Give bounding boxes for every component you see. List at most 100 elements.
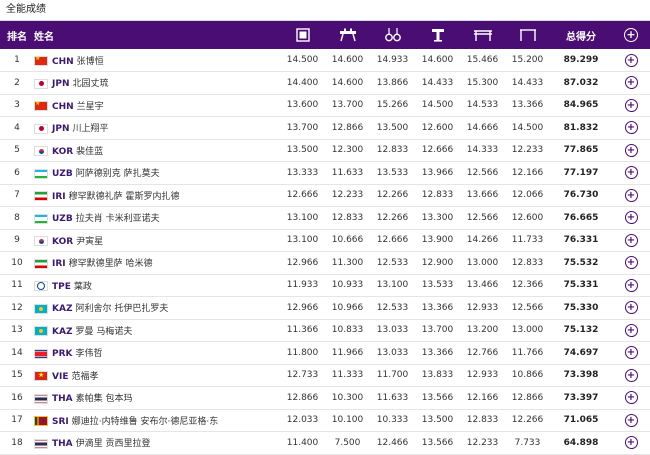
vault-icon <box>415 21 460 49</box>
athlete-name: 罗曼 马梅诺夫 <box>75 326 133 337</box>
score-vault: 13.900 <box>421 235 454 246</box>
flag-icon <box>34 258 48 269</box>
athlete-name: 穆罕默德礼萨 霍斯罗内扎德 <box>68 191 180 202</box>
expand-row-button[interactable]: + <box>612 274 650 297</box>
score-vault: 13.700 <box>421 325 454 336</box>
rank-cell: 5 <box>14 145 20 156</box>
score-floor: 11.400 <box>286 437 319 448</box>
flag-icon <box>34 123 48 134</box>
country-code: KAZ <box>52 326 73 337</box>
score-horizontal-bar: 11.766 <box>511 347 544 358</box>
score-vault: 12.833 <box>421 190 454 201</box>
athlete-name: 李伟哲 <box>75 349 103 360</box>
athlete-name: 穆罕默德里萨 哈米德 <box>68 259 153 270</box>
score-horizontal-bar: 13.366 <box>511 100 544 111</box>
still-rings-icon <box>370 21 415 49</box>
expand-row-button[interactable]: + <box>612 252 650 275</box>
plus-circle-icon[interactable]: + <box>624 323 638 337</box>
score-vault: 12.600 <box>421 122 454 133</box>
expand-row-button[interactable]: + <box>612 229 650 252</box>
expand-row-button[interactable]: + <box>612 432 650 455</box>
score-rings: 12.833 <box>376 145 409 156</box>
plus-circle-icon[interactable]: + <box>624 233 638 247</box>
score-parallel-bars: 14.533 <box>466 100 499 111</box>
expand-row-button[interactable]: + <box>612 184 650 207</box>
plus-circle-icon[interactable]: + <box>624 391 638 405</box>
plus-circle-icon[interactable]: + <box>624 211 638 225</box>
plus-circle-icon[interactable]: + <box>624 413 638 427</box>
pommel-horse-icon <box>325 21 370 49</box>
score-floor: 12.733 <box>286 370 319 381</box>
country-code: CHN <box>52 101 74 112</box>
plus-circle-icon[interactable]: + <box>624 436 638 450</box>
expand-row-button[interactable]: + <box>612 117 650 140</box>
score-horizontal-bar: 14.433 <box>511 77 544 88</box>
plus-circle-icon[interactable]: + <box>624 76 638 90</box>
athlete-cell: KAZ 阿利舍尔 托伊巴扎罗夫 <box>34 297 280 320</box>
total-score: 81.832 <box>563 122 599 133</box>
plus-circle-icon[interactable]: + <box>624 301 638 315</box>
plus-circle-icon[interactable]: + <box>624 143 638 157</box>
score-vault: 13.366 <box>421 347 454 358</box>
score-vault: 13.566 <box>421 437 454 448</box>
country-code: SRI <box>52 416 69 427</box>
score-vault: 13.966 <box>421 167 454 178</box>
expand-row-button[interactable]: + <box>612 207 650 230</box>
plus-circle-icon[interactable]: + <box>624 28 638 42</box>
score-vault: 13.566 <box>421 392 454 403</box>
score-rings: 15.266 <box>376 100 409 111</box>
rank-cell: 12 <box>11 302 23 313</box>
total-score: 76.665 <box>563 212 599 223</box>
plus-circle-icon[interactable]: + <box>624 98 638 112</box>
expand-row-button[interactable]: + <box>612 139 650 162</box>
plus-circle-icon[interactable]: + <box>624 256 638 270</box>
score-parallel-bars: 13.000 <box>466 257 499 268</box>
athlete-name: 北园丈琉 <box>72 79 109 90</box>
plus-circle-icon[interactable]: + <box>624 368 638 382</box>
athlete-name: 兰星宇 <box>76 101 104 112</box>
plus-circle-icon[interactable]: + <box>624 278 638 292</box>
score-parallel-bars: 12.166 <box>466 392 499 403</box>
athlete-cell: PRK 李伟哲 <box>34 342 280 365</box>
score-rings: 13.100 <box>376 280 409 291</box>
flag-icon <box>34 236 48 247</box>
table-row: 9 KOR 尹寅星 13.100 10.666 12.666 13.900 14.266 11.… <box>0 229 650 252</box>
table-row: 6 UZB 阿萨德别克 萨扎莫夫 13.333 11.633 13.533 13.966 12… <box>0 162 650 185</box>
score-horizontal-bar: 12.166 <box>511 167 544 178</box>
country-code: KAZ <box>52 304 73 315</box>
score-parallel-bars: 13.466 <box>466 280 499 291</box>
expand-row-button[interactable]: + <box>612 364 650 387</box>
total-score: 84.965 <box>563 100 599 111</box>
expand-row-button[interactable]: + <box>612 342 650 365</box>
score-parallel-bars: 14.666 <box>466 122 499 133</box>
expand-row-button[interactable]: + <box>612 49 650 72</box>
expand-row-button[interactable]: + <box>612 387 650 410</box>
expand-row-button[interactable]: + <box>612 72 650 95</box>
expand-row-button[interactable]: + <box>612 409 650 432</box>
country-code: TPE <box>52 281 71 292</box>
plus-circle-icon[interactable]: + <box>624 346 638 360</box>
country-code: IRI <box>52 259 66 270</box>
plus-circle-icon[interactable]: + <box>624 121 638 135</box>
plus-circle-icon[interactable]: + <box>624 166 638 180</box>
expand-row-button[interactable]: + <box>612 297 650 320</box>
plus-circle-icon[interactable]: + <box>624 188 638 202</box>
score-pommel-horse: 12.300 <box>331 145 364 156</box>
score-pommel-horse: 14.600 <box>331 55 364 65</box>
score-rings: 11.700 <box>376 370 409 381</box>
score-vault: 12.666 <box>421 145 454 156</box>
athlete-cell: KAZ 罗曼 马梅诺夫 <box>34 319 280 342</box>
score-vault: 14.600 <box>421 55 454 65</box>
expand-row-button[interactable]: + <box>612 94 650 117</box>
score-horizontal-bar: 12.266 <box>511 415 544 426</box>
expand-row-button[interactable]: + <box>612 319 650 342</box>
rank-cell: 10 <box>11 257 23 268</box>
expand-row-button[interactable]: + <box>612 162 650 185</box>
flag-icon <box>34 438 48 449</box>
expand-all-button[interactable]: + <box>612 21 650 49</box>
score-floor: 13.100 <box>286 235 319 246</box>
plus-circle-icon[interactable]: + <box>624 53 638 67</box>
